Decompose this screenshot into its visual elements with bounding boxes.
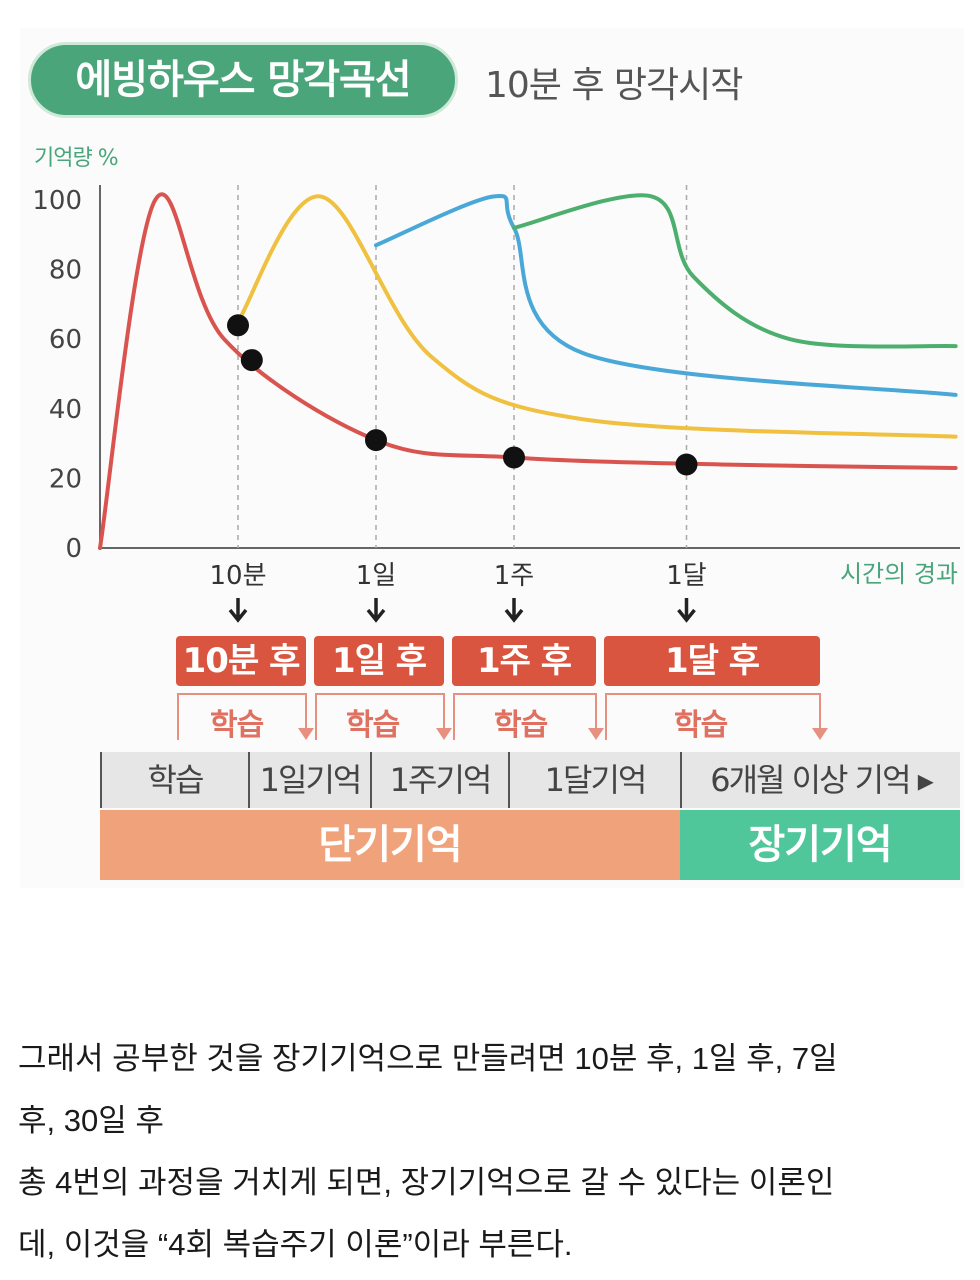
marker-1 — [240, 349, 263, 372]
y-tick-label-0: 0 — [65, 534, 82, 564]
review-label-1week: 1주 후 — [452, 636, 596, 686]
gridlines — [237, 185, 688, 548]
caption-text: 그래서 공부한 것을 장기기억으로 만들려면 10분 후, 1일 후, 7일 후… — [18, 1028, 958, 1276]
y-axis-title: 기억량 % — [34, 146, 119, 171]
marker-0 — [227, 314, 249, 337]
chart-title: 에빙하우스 망각곡선 — [28, 42, 458, 118]
series-line-0 — [98, 192, 958, 550]
y-tick-label-20: 20 — [49, 464, 82, 494]
long-term-memory-bar: 장기기억 — [680, 810, 960, 880]
study-bracket-0 — [177, 693, 307, 740]
series-line-1 — [236, 194, 958, 439]
x-tick-label-1: 1일 — [356, 561, 396, 591]
x-tick-label-0: 10분 — [209, 561, 266, 591]
down-arrow-0 — [228, 598, 248, 623]
stage-study: 학습 — [100, 752, 248, 808]
y-tick-label-100: 100 — [32, 186, 82, 216]
caption-line-2: 후, 30일 후 — [18, 1103, 164, 1138]
caption-line-4: 데, 이것을 “4회 복습주기 이론”이라 부른다. — [18, 1227, 573, 1262]
stage-1day: 1일기억 — [248, 752, 370, 808]
study-bracket-2 — [453, 693, 597, 740]
chart-subtitle: 10분 후 망각시작 — [485, 65, 743, 106]
x-tick-label-3: 1달 — [666, 561, 706, 591]
series-line-2 — [374, 193, 958, 397]
y-tick-labels: 100 80 60 40 20 0 — [32, 186, 82, 564]
caption-line-3: 총 4번의 과정을 거치게 되면, 장기기억으로 갈 수 있다는 이론인 — [18, 1165, 835, 1200]
x-tick-label-2: 1주 — [494, 561, 534, 591]
down-arrow-1 — [366, 598, 386, 623]
y-tick-label-40: 40 — [49, 395, 82, 425]
study-label-4: 학습 — [674, 708, 728, 743]
study-bracket-3 — [605, 693, 821, 740]
stage-1week: 1주기억 — [370, 752, 508, 808]
down-arrow-3 — [677, 598, 696, 623]
study-label-2: 학습 — [346, 708, 400, 743]
marker-4 — [675, 453, 698, 476]
y-tick-label-60: 60 — [49, 325, 82, 355]
series-lines — [98, 192, 958, 550]
series-line-3 — [512, 193, 958, 349]
review-label-10min: 10분 후 — [176, 636, 306, 686]
caption-line-1: 그래서 공부한 것을 장기기억으로 만들려면 10분 후, 1일 후, 7일 — [18, 1041, 838, 1076]
x-tick-labels: 10분 1일 1주 1달 — [209, 561, 706, 591]
forgetting-curve-chart: 100 80 60 40 20 0 10분 1일 1주 1달 시간의 경과 — [32, 185, 960, 740]
stage-1month: 1달기억 — [508, 752, 680, 808]
review-label-1month: 1달 후 — [604, 636, 820, 686]
study-bracket-arrow-0 — [298, 728, 314, 740]
study-bracket-arrow-3 — [812, 728, 828, 740]
marker-3 — [503, 446, 525, 469]
review-label-1day: 1일 후 — [314, 636, 444, 686]
study-brackets — [177, 693, 828, 740]
stage-6month: 6개월 이상 기억 ▸ — [680, 752, 960, 808]
study-bracket-1 — [315, 693, 445, 740]
review-arrows — [228, 598, 696, 623]
down-arrow-2 — [504, 598, 524, 623]
memory-stage-row: 학습 1일기억 1주기억 1달기억 6개월 이상 기억 ▸ — [100, 752, 960, 808]
data-markers — [227, 314, 698, 476]
marker-2 — [365, 429, 387, 452]
y-tick-label-80: 80 — [49, 256, 82, 286]
x-axis-title: 시간의 경과 — [840, 560, 958, 588]
study-bracket-arrow-1 — [436, 728, 452, 740]
study-bracket-arrow-2 — [588, 728, 604, 740]
study-label-3: 학습 — [494, 708, 548, 743]
study-label-1: 학습 — [210, 708, 264, 743]
short-term-memory-bar: 단기기억 — [100, 810, 680, 880]
chart-axes — [99, 185, 960, 549]
